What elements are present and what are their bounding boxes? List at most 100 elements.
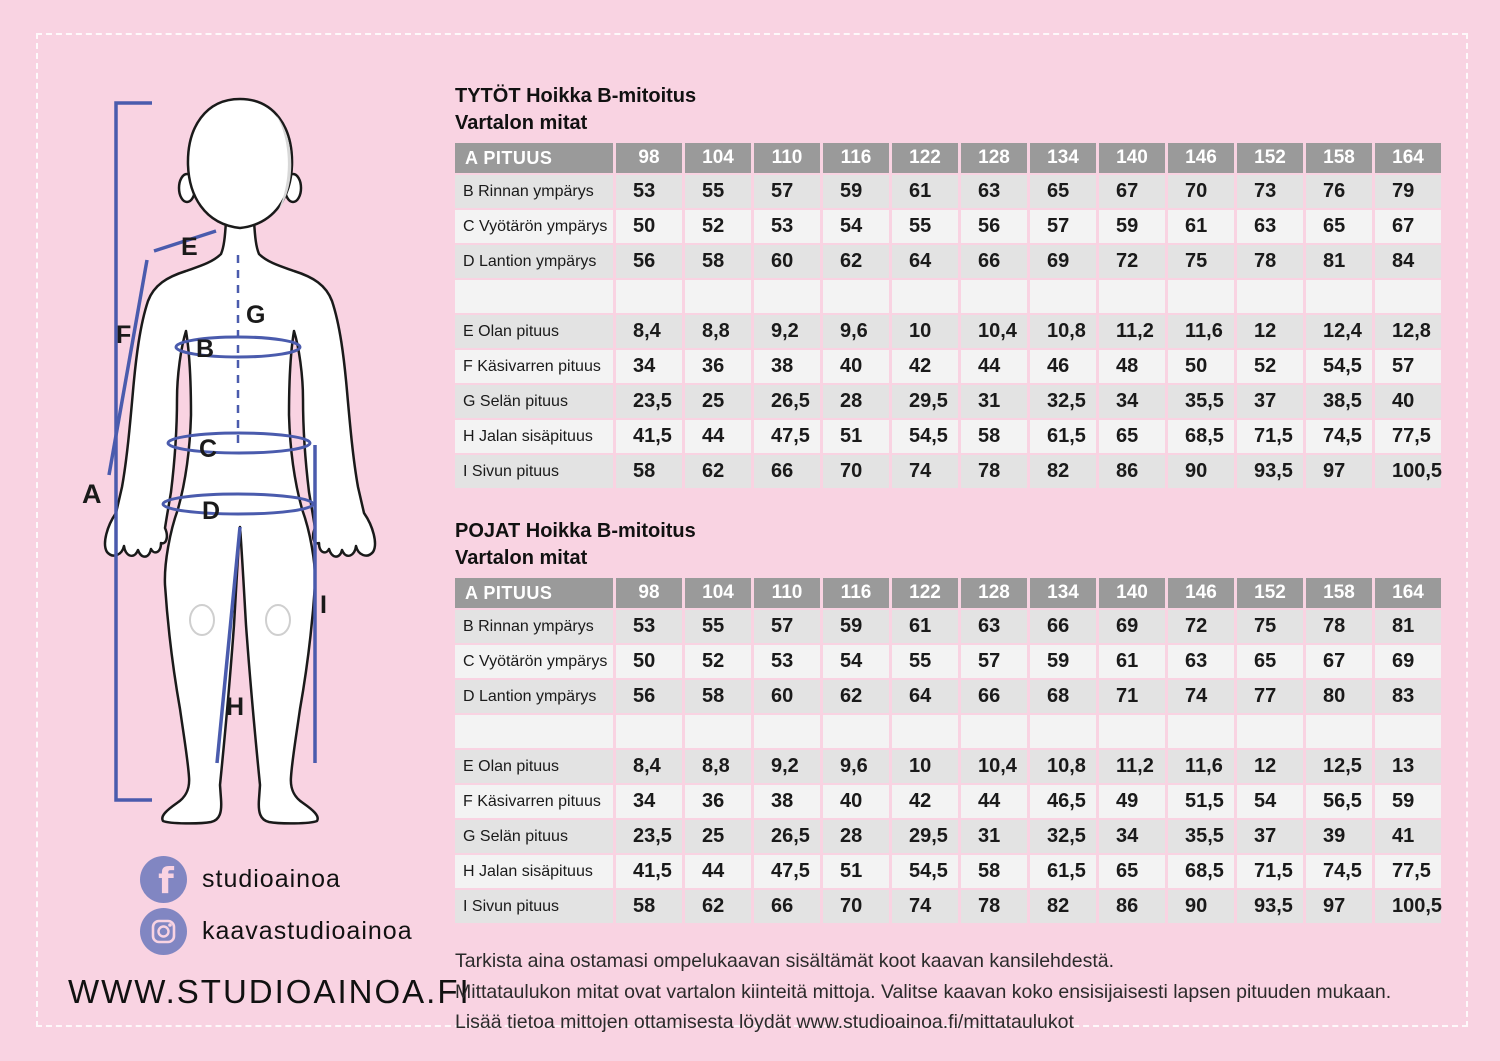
value-cell: 93,5 — [1237, 890, 1303, 923]
value-cell: 66 — [961, 680, 1027, 713]
value-cell: 69 — [1375, 645, 1441, 678]
value-cell: 74 — [1168, 680, 1234, 713]
value-cell: 100,5 — [1375, 455, 1442, 488]
value-cell — [1375, 715, 1441, 748]
value-cell — [1375, 280, 1441, 313]
figure-label-f: F — [116, 321, 131, 349]
instagram-row: kaavastudioainoa — [140, 908, 413, 955]
value-cell: 62 — [823, 245, 889, 278]
value-cell: 57 — [754, 610, 820, 643]
value-cell: 68 — [1030, 680, 1096, 713]
value-cell: 54,5 — [892, 420, 958, 453]
value-cell: 53 — [616, 610, 682, 643]
row-label: G Selän pituus — [455, 385, 613, 418]
value-cell — [616, 280, 682, 313]
value-cell: 26,5 — [754, 820, 820, 853]
size-column-header: 134 — [1030, 143, 1096, 173]
value-cell: 55 — [892, 645, 958, 678]
value-cell: 42 — [892, 785, 958, 818]
measurement-row: F Käsivarren pituus 34 36 38 40 42 44 46 48 50 52 5… — [455, 350, 1441, 383]
value-cell: 12,4 — [1306, 315, 1372, 348]
value-cell: 86 — [1099, 455, 1165, 488]
measurement-row: H Jalan sisäpituus 41,5 44 47,5 51 54,5 58 61,5… — [455, 855, 1441, 888]
value-cell: 75 — [1168, 245, 1234, 278]
size-column-header: 164 — [1375, 578, 1441, 608]
value-cell — [1099, 715, 1165, 748]
value-cell: 65 — [1099, 420, 1165, 453]
row-label: G Selän pituus — [455, 820, 613, 853]
spacer-row — [455, 715, 1441, 748]
measurement-ellipse-b — [174, 335, 302, 359]
size-column-header: 146 — [1168, 578, 1234, 608]
figure-label-a: A — [82, 479, 102, 509]
figure-label-b: B — [196, 335, 214, 363]
value-cell: 57 — [961, 645, 1027, 678]
size-column-header: 128 — [961, 143, 1027, 173]
value-cell: 61 — [1168, 210, 1234, 243]
value-cell: 11,6 — [1168, 750, 1234, 783]
value-cell: 23,5 — [616, 820, 682, 853]
value-cell: 44 — [961, 350, 1027, 383]
value-cell: 25 — [685, 820, 751, 853]
measurement-row: B Rinnan ympärys 53 55 57 59 61 63 66 69 72 75 78 81 — [455, 610, 1441, 643]
size-column-header: 122 — [892, 143, 958, 173]
value-cell: 23,5 — [616, 385, 682, 418]
measurement-ellipse-d — [161, 492, 315, 516]
value-cell: 81 — [1375, 610, 1441, 643]
value-cell: 78 — [961, 455, 1027, 488]
value-cell: 25 — [685, 385, 751, 418]
value-cell: 76 — [1306, 175, 1372, 208]
girls-title-line1: TYTÖT Hoikka B-mitoitus — [455, 85, 697, 107]
row-label: H Jalan sisäpituus — [455, 420, 613, 453]
value-cell — [892, 280, 958, 313]
value-cell: 74 — [892, 455, 958, 488]
measurement-row: D Lantion ympärys 56 58 60 62 64 66 68 71 74 77 80 8… — [455, 680, 1441, 713]
measurement-line-f — [107, 259, 149, 476]
value-cell: 71,5 — [1237, 855, 1303, 888]
value-cell: 40 — [823, 350, 889, 383]
value-cell: 58 — [685, 245, 751, 278]
value-cell: 28 — [823, 385, 889, 418]
value-cell: 35,5 — [1168, 820, 1234, 853]
value-cell: 12 — [1237, 315, 1303, 348]
footer-note: Tarkista aina ostamasi ompelukaavan sisä… — [455, 946, 1465, 1038]
value-cell: 11,6 — [1168, 315, 1234, 348]
value-cell: 62 — [823, 680, 889, 713]
size-column-header: 140 — [1099, 143, 1165, 173]
value-cell: 72 — [1168, 610, 1234, 643]
value-cell: 52 — [685, 210, 751, 243]
figure-knee-left — [189, 604, 215, 636]
value-cell: 47,5 — [754, 855, 820, 888]
value-cell: 10 — [892, 750, 958, 783]
value-cell: 65 — [1030, 175, 1096, 208]
value-cell — [754, 280, 820, 313]
size-column-header: 152 — [1237, 143, 1303, 173]
value-cell: 55 — [685, 175, 751, 208]
value-cell: 56 — [961, 210, 1027, 243]
figure-label-g: G — [246, 301, 265, 329]
measurement-row: G Selän pituus 23,5 25 26,5 28 29,5 31 32,5 34 35… — [455, 385, 1441, 418]
measurement-row: C Vyötärön ympärys 50 52 53 54 55 57 59 61 63 65 67… — [455, 645, 1441, 678]
value-cell: 38,5 — [1306, 385, 1372, 418]
value-cell: 68,5 — [1168, 855, 1234, 888]
value-cell — [685, 715, 751, 748]
value-cell: 37 — [1237, 385, 1303, 418]
figure-head — [186, 97, 294, 230]
facebook-icon: f — [140, 856, 187, 903]
value-cell: 39 — [1306, 820, 1372, 853]
value-cell: 9,6 — [823, 315, 889, 348]
measurement-row: H Jalan sisäpituus 41,5 44 47,5 51 54,5 58 61,5… — [455, 420, 1441, 453]
measurement-line-a — [114, 101, 152, 802]
value-cell — [1030, 280, 1096, 313]
value-cell — [961, 280, 1027, 313]
size-column-header: 116 — [823, 143, 889, 173]
value-cell — [1030, 715, 1096, 748]
value-cell: 74,5 — [1306, 855, 1372, 888]
value-cell: 34 — [616, 785, 682, 818]
value-cell — [823, 280, 889, 313]
row-label: E Olan pituus — [455, 315, 613, 348]
value-cell: 9,6 — [823, 750, 889, 783]
value-cell: 11,2 — [1099, 315, 1165, 348]
value-cell: 12,5 — [1306, 750, 1372, 783]
value-cell: 29,5 — [892, 385, 958, 418]
